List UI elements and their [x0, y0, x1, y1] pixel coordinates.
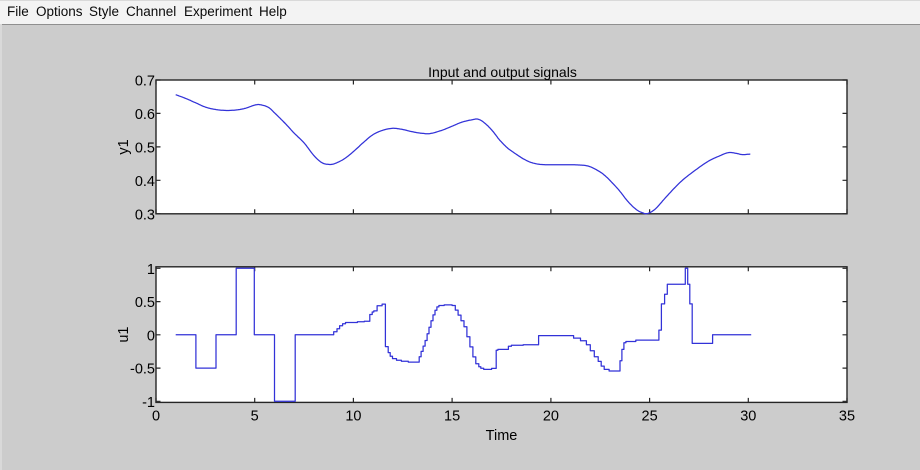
svg-text:10: 10: [345, 408, 361, 424]
svg-text:0.5: 0.5: [135, 140, 155, 156]
svg-text:1: 1: [147, 262, 155, 278]
svg-text:0.7: 0.7: [135, 74, 155, 90]
svg-text:35: 35: [839, 408, 855, 424]
svg-text:30: 30: [740, 408, 756, 424]
svg-text:0.6: 0.6: [135, 107, 155, 123]
svg-text:0.4: 0.4: [135, 174, 155, 190]
svg-text:Input and output signals: Input and output signals: [428, 64, 577, 80]
svg-text:0.3: 0.3: [135, 207, 155, 223]
svg-text:-0.5: -0.5: [130, 362, 155, 378]
svg-text:Time: Time: [486, 428, 518, 444]
svg-text:15: 15: [444, 408, 460, 424]
svg-text:5: 5: [251, 408, 259, 424]
svg-text:u1: u1: [116, 327, 132, 343]
svg-text:0.5: 0.5: [135, 295, 155, 311]
svg-text:y1: y1: [116, 139, 132, 154]
svg-text:-1: -1: [142, 395, 155, 411]
svg-text:25: 25: [642, 408, 658, 424]
svg-text:0: 0: [152, 408, 160, 424]
svg-text:20: 20: [543, 408, 559, 424]
svg-text:0: 0: [147, 328, 155, 344]
